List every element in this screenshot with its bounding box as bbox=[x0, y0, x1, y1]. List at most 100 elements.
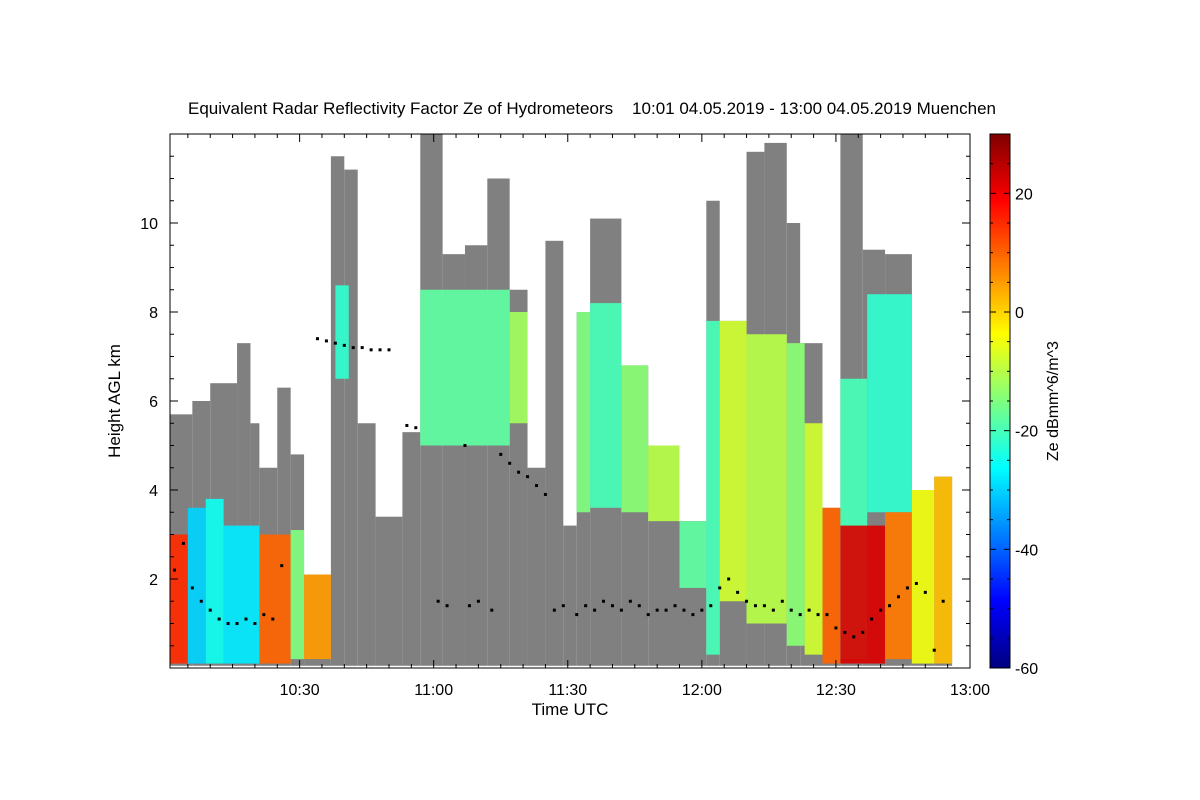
cloud-base-point bbox=[526, 475, 530, 479]
reflectivity-patch bbox=[420, 289, 510, 446]
cloud-base-point bbox=[476, 599, 480, 603]
cloud-base-point bbox=[262, 613, 266, 617]
cloud-base-point bbox=[172, 568, 176, 572]
reflectivity-patch bbox=[223, 525, 260, 664]
cloud-base-point bbox=[637, 604, 641, 608]
x-tick-label: 11:30 bbox=[548, 682, 587, 699]
cloud-base-point bbox=[727, 577, 731, 581]
cloud-base-point bbox=[244, 617, 248, 621]
reflectivity-patch bbox=[304, 574, 331, 660]
reflectivity-patch bbox=[290, 530, 305, 660]
cloud-base-point bbox=[584, 604, 588, 608]
cloud-base-point bbox=[575, 613, 579, 617]
reflectivity-patch bbox=[867, 294, 912, 513]
cloud-base-point bbox=[414, 426, 418, 430]
cloud-base-point bbox=[436, 599, 440, 603]
cloud-base-point bbox=[888, 604, 892, 608]
cloud-base-point bbox=[333, 341, 337, 345]
x-tick-label: 12:30 bbox=[816, 682, 856, 699]
cloud-base-point bbox=[709, 604, 713, 608]
cloud-base-point bbox=[914, 581, 918, 585]
colorbar: 20 0 -20 -40 -60 Ze dBmm^6/m^3 bbox=[989, 133, 1062, 678]
reflectivity-patch bbox=[648, 445, 680, 522]
cloud-base-point bbox=[905, 586, 909, 590]
y-tick-label: 10 bbox=[140, 216, 158, 233]
colorbar-tick-label: -20 bbox=[1015, 424, 1038, 441]
reflectivity-layer bbox=[170, 285, 953, 664]
cloud-base-layer bbox=[172, 337, 945, 652]
echo-column bbox=[330, 156, 345, 666]
x-tick-label: 10:30 bbox=[280, 682, 320, 699]
cloud-base-point bbox=[602, 599, 606, 603]
reflectivity-patch bbox=[621, 365, 649, 513]
x-axis: 10:30 11:00 11:30 12:00 12:30 13:00 bbox=[187, 134, 990, 699]
reflectivity-patch bbox=[934, 476, 953, 664]
reflectivity-patch bbox=[509, 312, 528, 424]
cloud-base-point bbox=[181, 541, 185, 545]
reflectivity-patch bbox=[911, 490, 935, 664]
cloud-base-point bbox=[369, 348, 373, 352]
cloud-base-point bbox=[896, 595, 900, 599]
x-tick-label: 13:00 bbox=[950, 682, 990, 699]
chart-title: Equivalent Radar Reflectivity Factor Ze … bbox=[188, 99, 996, 118]
echo-column bbox=[344, 169, 358, 666]
cloud-base-point bbox=[199, 599, 203, 603]
reflectivity-patch bbox=[205, 498, 224, 664]
echo-column bbox=[545, 240, 564, 666]
reflectivity-patch bbox=[786, 343, 805, 646]
colorbar-tick-label: -40 bbox=[1015, 542, 1038, 559]
y-axis: 2 4 6 8 10 bbox=[140, 155, 970, 647]
cloud-base-point bbox=[467, 604, 471, 608]
cloud-base-point bbox=[834, 626, 838, 630]
cloud-base-point bbox=[825, 613, 829, 617]
cloud-base-point bbox=[780, 599, 784, 603]
cloud-base-point bbox=[941, 599, 945, 603]
colorbar-tick-label: 20 bbox=[1015, 186, 1033, 203]
echo-column bbox=[563, 525, 577, 666]
cloud-base-point bbox=[490, 608, 494, 612]
cloud-base-point bbox=[280, 564, 284, 568]
cloud-base-point bbox=[360, 346, 364, 350]
cloud-base-point bbox=[932, 648, 936, 652]
cloud-base-point bbox=[798, 613, 802, 617]
cloud-base-point bbox=[342, 343, 346, 347]
cloud-base-point bbox=[463, 444, 467, 447]
cloud-base-point bbox=[561, 604, 565, 608]
reflectivity-patch bbox=[576, 312, 591, 513]
cloud-base-point bbox=[271, 617, 275, 621]
cloud-base-point bbox=[682, 608, 686, 612]
cloud-base-point bbox=[543, 492, 547, 496]
cloud-base-point bbox=[499, 452, 503, 456]
cloud-base-point bbox=[762, 604, 766, 608]
cloud-base-point bbox=[387, 348, 391, 352]
reflectivity-patch bbox=[746, 334, 787, 624]
cloud-base-point bbox=[315, 337, 319, 341]
reflectivity-patch bbox=[804, 423, 823, 655]
cloud-base-point bbox=[552, 608, 556, 612]
cloud-base-point bbox=[691, 613, 695, 617]
x-tick-label: 12:00 bbox=[682, 682, 722, 699]
cloud-base-point bbox=[517, 470, 521, 474]
plot-area bbox=[170, 134, 953, 666]
cloud-base-point bbox=[610, 604, 614, 608]
cloud-base-point bbox=[324, 339, 328, 343]
reflectivity-patch bbox=[840, 525, 886, 664]
cloud-base-point bbox=[628, 599, 632, 603]
reflectivity-patch bbox=[885, 512, 912, 660]
reflectivity-patch bbox=[822, 507, 841, 664]
cloud-base-point bbox=[235, 622, 239, 625]
cloud-base-point bbox=[753, 604, 757, 608]
colorbar-ticks: 20 0 -20 -40 -60 bbox=[990, 133, 1038, 678]
cloud-base-point bbox=[718, 586, 722, 590]
cloud-base-point bbox=[771, 608, 775, 612]
x-tick-label: 11:00 bbox=[414, 682, 453, 699]
reflectivity-patch bbox=[187, 507, 206, 664]
reflectivity-patch bbox=[170, 534, 188, 664]
echo-column bbox=[357, 423, 376, 666]
cloud-base-point bbox=[190, 586, 194, 590]
reflectivity-patch bbox=[679, 521, 707, 588]
cloud-base-point bbox=[405, 423, 409, 427]
cloud-base-point bbox=[208, 608, 212, 612]
cloud-base-point bbox=[745, 599, 749, 603]
